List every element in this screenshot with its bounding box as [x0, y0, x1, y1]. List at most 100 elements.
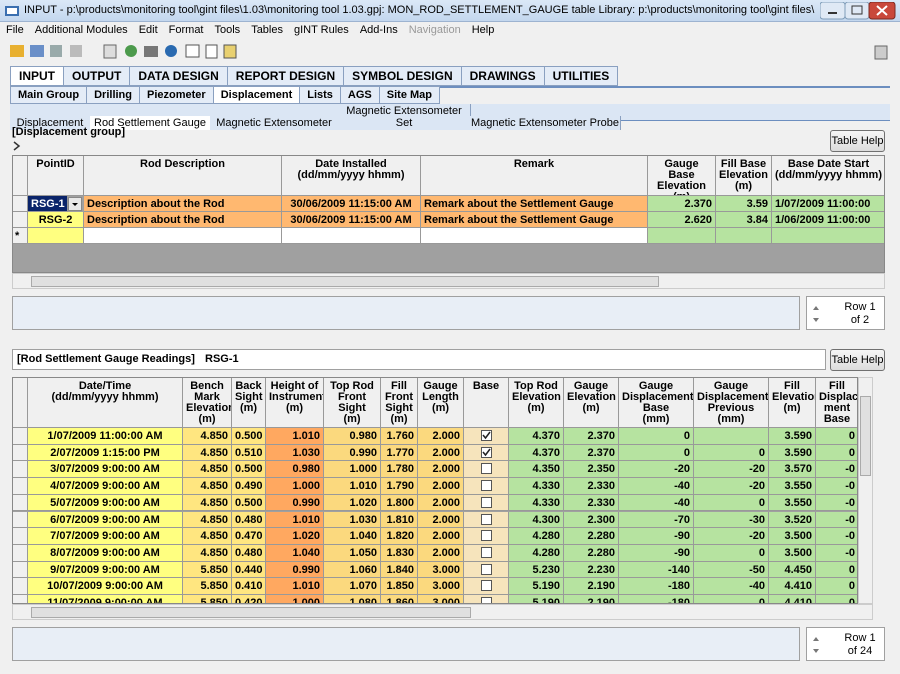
cell[interactable]: 2.000 [418, 495, 464, 512]
scroll-thumb[interactable] [31, 607, 471, 618]
cell[interactable]: 1.810 [381, 512, 418, 529]
cell[interactable]: 4.850 [183, 495, 232, 512]
row-selector[interactable] [13, 461, 28, 478]
cell[interactable]: 0.410 [232, 578, 266, 595]
cell[interactable]: 4.450 [769, 562, 816, 579]
cell[interactable]: 3.550 [769, 495, 816, 512]
cell[interactable]: Description about the Rod [84, 212, 282, 228]
cell[interactable]: 4.850 [183, 545, 232, 562]
cell[interactable]: 3.570 [769, 461, 816, 478]
cell[interactable]: 0 [694, 595, 769, 604]
cell[interactable]: 4.330 [509, 495, 564, 512]
cell[interactable]: Description about the Rod [84, 196, 282, 212]
cell[interactable]: 0.480 [232, 512, 266, 529]
new-row-cell[interactable] [716, 228, 772, 244]
cell[interactable]: 5.190 [509, 595, 564, 604]
cell[interactable]: 2/07/2009 1:15:00 PM [28, 445, 183, 462]
cell[interactable]: 7/07/2009 9:00:00 AM [28, 528, 183, 545]
cell[interactable]: -0 [816, 528, 858, 545]
cell[interactable]: 0.500 [232, 428, 266, 445]
cell[interactable]: 2.000 [418, 528, 464, 545]
cell[interactable]: RSG-1 [28, 196, 68, 212]
tool-new[interactable] [206, 45, 217, 58]
cell[interactable]: 0 [816, 595, 858, 604]
cell[interactable]: 1.000 [324, 461, 381, 478]
menu-item[interactable]: Tools [215, 24, 241, 40]
menu-item[interactable]: Additional Modules [35, 24, 128, 40]
checkbox[interactable] [481, 564, 492, 575]
tool-preview[interactable] [30, 45, 44, 57]
cell[interactable]: 1.760 [381, 428, 418, 445]
cell[interactable]: 0.990 [324, 445, 381, 462]
cell[interactable]: 0.490 [232, 478, 266, 495]
cell[interactable]: 1.790 [381, 478, 418, 495]
upper-hscroll[interactable] [12, 273, 885, 289]
cell[interactable]: -180 [619, 595, 694, 604]
cell[interactable]: 5.230 [509, 562, 564, 579]
cell[interactable]: 0.980 [266, 461, 324, 478]
cell[interactable]: 2.370 [564, 445, 619, 462]
tool-doc[interactable] [104, 45, 116, 58]
menu-item[interactable]: gINT Rules [294, 24, 349, 40]
cell[interactable]: 10/07/2009 9:00:00 AM [28, 578, 183, 595]
tool-save[interactable] [50, 45, 62, 57]
cell[interactable]: 2.000 [418, 445, 464, 462]
cell[interactable]: -0 [816, 478, 858, 495]
scroll-thumb[interactable] [860, 396, 871, 476]
new-row-cell[interactable] [282, 228, 421, 244]
cell[interactable]: 0 [816, 578, 858, 595]
cell[interactable]: 1.010 [324, 478, 381, 495]
cell[interactable]: -140 [619, 562, 694, 579]
cell[interactable]: 8/07/2009 9:00:00 AM [28, 545, 183, 562]
cell[interactable]: 2.000 [418, 461, 464, 478]
cell[interactable]: 3.550 [769, 478, 816, 495]
tool-print[interactable] [144, 46, 158, 57]
new-row-cell[interactable] [772, 228, 885, 244]
tab[interactable]: REPORT DESIGN [227, 66, 344, 86]
row-selector[interactable] [13, 545, 28, 562]
row-selector[interactable] [13, 595, 28, 604]
tab[interactable]: Drilling [86, 86, 140, 104]
cell[interactable]: -20 [694, 528, 769, 545]
cell[interactable]: 3.500 [769, 545, 816, 562]
tab[interactable]: INPUT [10, 66, 64, 86]
tab[interactable]: Piezometer [139, 86, 214, 104]
cell[interactable]: 3.59 [716, 196, 772, 212]
tool-properties[interactable] [70, 45, 82, 57]
tab[interactable]: AGS [340, 86, 380, 104]
cell[interactable]: 1.080 [324, 595, 381, 604]
cell[interactable]: -90 [619, 528, 694, 545]
cell[interactable]: 2.330 [564, 478, 619, 495]
menu-item[interactable]: Help [472, 24, 495, 40]
cell[interactable]: 3.520 [769, 512, 816, 529]
new-row-cell[interactable] [84, 228, 282, 244]
cell[interactable]: 1.850 [381, 578, 418, 595]
tab[interactable]: DATA DESIGN [129, 66, 227, 86]
checkbox[interactable] [481, 547, 492, 558]
cell[interactable]: 1.050 [324, 545, 381, 562]
new-row-cell[interactable] [28, 228, 84, 244]
cell[interactable]: 1.040 [324, 528, 381, 545]
checkbox[interactable] [481, 597, 492, 604]
cell[interactable]: -30 [694, 512, 769, 529]
checkbox[interactable] [481, 514, 492, 525]
cell[interactable]: -40 [619, 495, 694, 512]
row-selector[interactable] [13, 578, 28, 595]
tool-globe[interactable] [165, 45, 177, 57]
cell[interactable]: 4.850 [183, 428, 232, 445]
cell[interactable]: 5.850 [183, 578, 232, 595]
cell[interactable]: 2.280 [564, 528, 619, 545]
menu-item[interactable]: Add-Ins [360, 24, 398, 40]
cell[interactable]: 0.990 [266, 562, 324, 579]
cell[interactable]: 6/07/2009 9:00:00 AM [28, 512, 183, 529]
row-selector[interactable] [13, 528, 28, 545]
cell[interactable]: 1.800 [381, 495, 418, 512]
cell[interactable]: 4.330 [509, 478, 564, 495]
cell[interactable]: 0.990 [266, 495, 324, 512]
dropdown-button[interactable] [68, 197, 82, 211]
cell[interactable]: 4.410 [769, 578, 816, 595]
cell[interactable]: 0.500 [232, 461, 266, 478]
cell[interactable]: 0.510 [232, 445, 266, 462]
cell[interactable]: -180 [619, 578, 694, 595]
cell[interactable]: 1.860 [381, 595, 418, 604]
